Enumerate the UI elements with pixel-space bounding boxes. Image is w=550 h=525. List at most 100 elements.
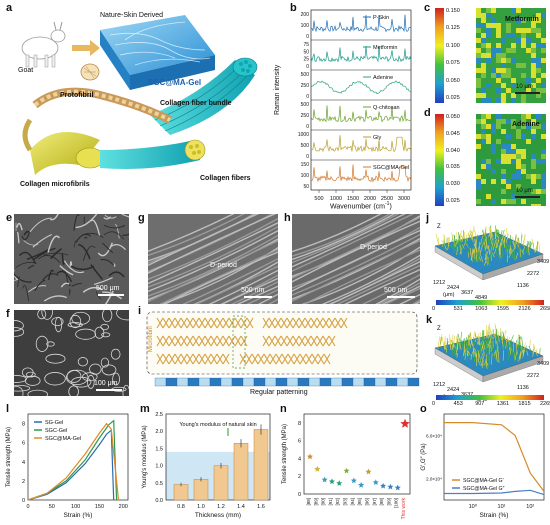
map-adenine [476,114,546,206]
raman-ytick-5-0: 50 [303,184,309,190]
scalebar-h-label: 500 nm [384,287,408,294]
scalebar-c-label: 10 μm [516,84,533,90]
axis-x-surf-j-1: 2424 [447,285,459,291]
sem-image-h [292,214,420,304]
star-point-3 [328,478,335,485]
colorbar-tick-surf-k-0: 0 [432,401,436,407]
map-metformin [476,8,546,103]
legend-label-2: SGC@MA-Gel [45,436,81,442]
xtick-1: 1.0 [197,504,205,510]
helix-3-36 [192,335,200,347]
helix-0-24 [180,317,188,329]
series-line-0 [444,422,545,492]
pattern-cell-8 [242,377,255,387]
ytick-3: 1.5 [155,446,163,452]
xtick-0: [88] [306,498,311,506]
ytick-0: 0.0 [155,498,163,504]
pattern-cell-21 [385,377,398,387]
helix-1-6 [240,317,248,329]
xtick-1: [89] [313,498,318,506]
axis-x-surf-j-0: 1212 [433,280,445,286]
xtick-2: 10² [526,504,534,510]
d-colorbar-tick-1: 0.045 [446,130,460,137]
d-period-box [232,315,246,369]
helix-3-48 [204,335,212,347]
colorbar-tick-surf-k-5: 2269 [540,401,550,407]
panel-label-h: h [284,212,291,224]
xtick-1: 10¹ [498,504,506,510]
axis-z-surf-j: Z [437,224,441,230]
helix-4-6 [268,335,276,347]
helix-4-12 [274,335,282,347]
ylabel: G′,G″ (Pa) [421,443,427,470]
panel-label-e: e [6,212,13,224]
helix-3-60 [216,335,224,347]
pattern-cell-17 [341,377,354,387]
chart-tensile-strain: SG-Gel SGC-Gel SGC@MA-Gel 0 50 100 150 200 0 2 4 6 8… [6,413,129,519]
axis-x-surf-k-1: 2424 [447,387,459,393]
raman-ytick-1-1: 25 [303,57,309,63]
helix-3-72 [228,335,236,347]
pattern-cell-11 [275,377,288,387]
colorbar-tick-surf-k-1: 453 [453,401,463,407]
bar-0 [173,484,189,501]
raman-ytick-1-3: 75 [303,42,309,48]
ytick-4: 2.0 [155,429,163,435]
c-colorbar-tick-2: 0.100 [446,42,460,49]
helix-3-6 [162,335,170,347]
d-colorbar-tick-4: 0.030 [446,181,460,188]
helix-0-60 [216,317,224,329]
helix-4-54 [316,335,324,347]
raman-trace-label-1: Metformin [373,45,397,51]
xtick-2: 1.2 [217,504,225,510]
collagen-microfibrils [22,118,206,175]
panel-label-l: l [6,403,10,415]
scalebar-e [98,294,124,296]
helix-4-18 [280,335,288,347]
scalebar-f [96,389,122,391]
raman-ytick-0-1: 100 [301,23,310,29]
series-line-1 [444,489,545,496]
axis-x-surf-k-3: 4849 [475,397,487,403]
helix-2-60 [322,317,330,329]
colorbar-tick-surf-j-1: 531 [453,306,463,312]
c-colorbar-tick-0: 0.150 [446,8,460,14]
raman-trace-label-5: SGC@MA-Gel [373,165,409,171]
helix-5-18 [174,353,182,365]
helix-2-12 [274,317,282,329]
helix-5-30 [186,353,194,365]
ytick-1: 6.0×10⁴ [426,434,442,439]
series-line-2 [27,422,120,501]
raman-trace-3 [310,105,412,123]
pattern-cell-20 [374,377,387,387]
panel-label-j: j [426,212,430,224]
ytick-0: 0 [22,498,25,504]
sem-image-g [148,214,278,304]
helix-6-78 [317,353,325,365]
raman-trace-5 [310,164,412,183]
helix-3-18 [174,335,182,347]
xtick-3: [91] [328,498,333,506]
star-point-13 [400,418,410,428]
raman-trace-4 [310,135,412,153]
helix-2-42 [304,317,312,329]
colorbar-tick-surf-k-4: 1815 [518,401,531,407]
helix-0-12 [168,317,176,329]
chart-rheology: SGC@MA-Gel G′ SGC@MA-Gel G″ 10⁰ 10¹ 10² 2.0×1… [421,413,545,519]
ytick-1: 2 [22,479,25,485]
axis-y-surf-j-1: 2272 [527,271,539,277]
regular-patterning-label: Regular patterning [250,389,308,396]
panel-a-illustration [21,15,258,175]
d-colorbar-tick-3: 0.035 [446,164,460,171]
star-point-11 [387,483,394,490]
arrow-icon [72,40,100,56]
raman-ytick-1-2: 50 [303,49,309,55]
ytick-3: 6 [298,439,301,445]
helix-6-66 [305,353,313,365]
axis-y-surf-j-2: 3409 [537,259,549,265]
helix-6-24 [263,353,271,365]
panel-label-g: g [138,212,145,224]
raman-ytick-4-2: 1000 [298,132,309,138]
sem-image-f [14,310,129,396]
helix-2-66 [328,317,336,329]
